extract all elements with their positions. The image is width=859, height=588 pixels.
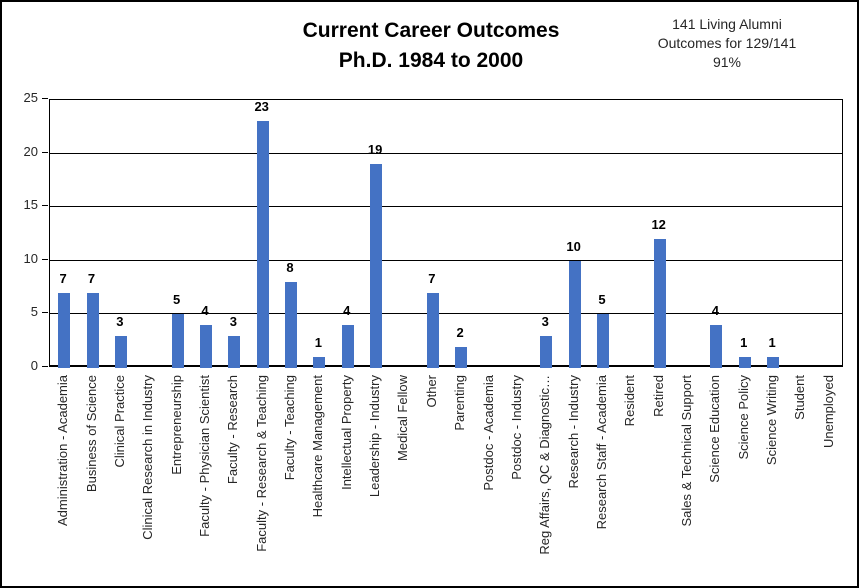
y-axis-tick bbox=[42, 205, 48, 207]
category-label: Postdoc - Industry bbox=[508, 375, 524, 480]
category-label: Science Writing bbox=[764, 375, 780, 466]
bar bbox=[256, 121, 269, 368]
category-label: Administration - Academia bbox=[55, 375, 71, 527]
category-label: Leadership - Industry bbox=[367, 375, 383, 498]
y-axis-tick bbox=[42, 98, 48, 99]
bar bbox=[58, 292, 71, 368]
bar-value-label: 3 bbox=[229, 313, 237, 329]
bar bbox=[455, 346, 468, 368]
bar bbox=[86, 292, 99, 368]
annotation-line2: Outcomes for 129/141 bbox=[657, 35, 797, 51]
gridline bbox=[50, 259, 842, 261]
gridline bbox=[50, 206, 842, 208]
category-label: Unemployed bbox=[820, 375, 836, 448]
annotation-line3: 91% bbox=[712, 54, 742, 70]
category-label: Medical Fellow bbox=[395, 375, 411, 461]
bar-value-label: 7 bbox=[87, 270, 96, 286]
bar bbox=[653, 239, 666, 368]
category-label: Faculty - Research & Teaching bbox=[253, 375, 269, 552]
category-label: Retired bbox=[650, 375, 666, 417]
gridline bbox=[50, 152, 842, 154]
bar-value-label: 7 bbox=[59, 270, 67, 286]
bar-value-label: 1 bbox=[314, 335, 322, 351]
category-label: Parenting bbox=[452, 375, 468, 431]
category-label: Faculty - Teaching bbox=[282, 375, 298, 481]
bar bbox=[710, 325, 723, 368]
y-tick-label: 25 bbox=[23, 90, 38, 105]
chart-title-line2: Ph.D. 1984 to 2000 bbox=[338, 49, 524, 72]
bar-value-label: 23 bbox=[254, 99, 269, 115]
bar bbox=[540, 335, 553, 368]
category-label: Clinical Research in Industry bbox=[140, 375, 156, 540]
annotation-line1: 141 Living Alumni bbox=[672, 16, 782, 32]
category-label: Clinical Practice bbox=[111, 375, 127, 468]
bar bbox=[313, 357, 326, 368]
plot-area bbox=[49, 99, 843, 368]
category-label: Intellectual Property bbox=[338, 375, 354, 490]
y-tick-label: 20 bbox=[23, 143, 38, 159]
category-label: Reg Affairs, QC & Diagnostic… bbox=[537, 375, 553, 555]
bar bbox=[171, 314, 184, 368]
category-label: Entrepreneurship bbox=[168, 375, 184, 475]
category-label: Science Education bbox=[707, 375, 723, 483]
bar bbox=[568, 260, 581, 368]
bar-value-label: 8 bbox=[286, 260, 294, 276]
bar-value-label: 3 bbox=[541, 313, 549, 329]
bar bbox=[199, 325, 212, 368]
category-label: Science Policy bbox=[735, 375, 751, 460]
category-label: Faculty - Physician Scientist bbox=[196, 375, 212, 537]
bar-value-label: 2 bbox=[456, 324, 464, 340]
category-label: Other bbox=[423, 375, 439, 408]
bar-value-label: 7 bbox=[428, 270, 436, 286]
bar bbox=[285, 282, 298, 368]
category-label: Faculty - Research bbox=[225, 375, 241, 485]
alumni-count-annotation: 141 Living Alumni Outcomes for 129/141 9… bbox=[625, 15, 829, 72]
bar-value-label: 12 bbox=[651, 217, 666, 233]
category-label: Student bbox=[792, 375, 808, 420]
category-label: Research Staff - Academia bbox=[593, 375, 609, 530]
bar bbox=[596, 314, 609, 368]
gridline bbox=[50, 313, 842, 315]
y-tick-label: 5 bbox=[30, 304, 38, 320]
bar bbox=[738, 357, 751, 368]
y-axis-tick bbox=[42, 258, 48, 260]
bar bbox=[228, 335, 241, 368]
category-label: Healthcare Management bbox=[310, 375, 326, 518]
category-label: Postdoc - Academia bbox=[480, 375, 496, 491]
y-tick-label: 0 bbox=[30, 358, 38, 373]
y-axis-tick bbox=[42, 312, 48, 314]
category-label: Resident bbox=[622, 375, 638, 427]
category-label: Research - Industry bbox=[565, 375, 581, 489]
bar bbox=[341, 325, 354, 368]
category-label: Business of Science bbox=[83, 375, 99, 493]
bar-value-label: 1 bbox=[740, 335, 748, 351]
bar-value-label: 4 bbox=[201, 303, 209, 319]
y-tick-label: 15 bbox=[23, 197, 38, 213]
chart-title: Current Career Outcomes Ph.D. 1984 to 20… bbox=[131, 16, 731, 76]
y-axis-tick bbox=[42, 151, 48, 153]
chart-title-line1: Current Career Outcomes bbox=[302, 19, 560, 42]
bar bbox=[370, 164, 383, 368]
bar-value-label: 5 bbox=[172, 292, 181, 308]
bar-value-label: 10 bbox=[566, 238, 581, 254]
bar bbox=[114, 335, 127, 368]
bar-value-label: 5 bbox=[598, 292, 606, 308]
bar-value-label: 4 bbox=[711, 303, 719, 319]
y-tick-label: 10 bbox=[23, 250, 38, 266]
bar-value-label: 3 bbox=[116, 313, 124, 329]
y-axis-tick bbox=[42, 366, 48, 367]
bar bbox=[426, 292, 439, 368]
bar-value-label: 4 bbox=[343, 303, 351, 319]
category-label: Sales & Technical Support bbox=[679, 375, 695, 527]
bar-value-label: 1 bbox=[768, 335, 776, 351]
bar bbox=[767, 357, 780, 368]
bar-value-label: 19 bbox=[367, 142, 383, 158]
